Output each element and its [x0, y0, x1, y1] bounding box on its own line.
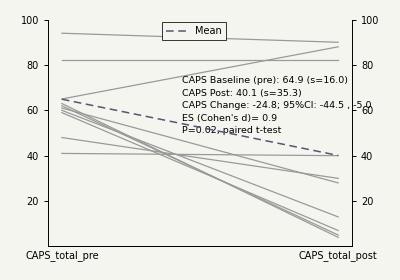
Legend: Mean: Mean: [162, 22, 226, 40]
Text: CAPS Baseline (pre): 64.9 (s=16.0)
CAPS Post: 40.1 (s=35.3)
CAPS Change: -24.8; : CAPS Baseline (pre): 64.9 (s=16.0) CAPS …: [182, 76, 371, 135]
